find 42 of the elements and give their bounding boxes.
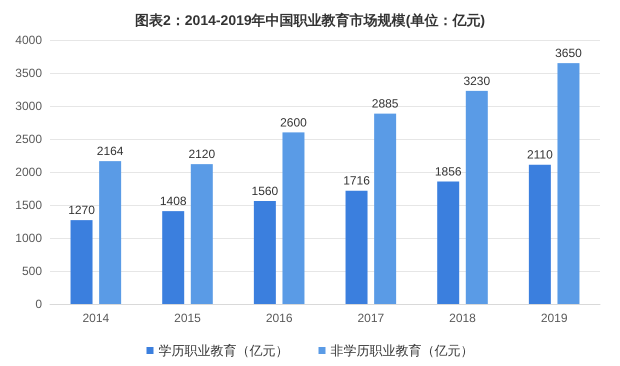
x-tick-label: 2017	[357, 311, 385, 325]
legend-label: 学历职业教育（亿元）	[158, 343, 288, 358]
bar	[346, 190, 368, 304]
bar	[190, 164, 213, 304]
chart-title: 图表2：2014-2019年中国职业教育市场规模(单位：亿元)	[134, 12, 486, 28]
data-label: 3650	[555, 46, 582, 60]
data-label: 2120	[188, 147, 216, 162]
bar	[70, 220, 93, 304]
y-tick-label: 1500	[15, 198, 42, 212]
y-tick-label: 3000	[15, 99, 42, 113]
x-tick-label: 2018	[449, 311, 476, 325]
data-label: 2110	[526, 148, 554, 162]
x-tick-label: 2019	[540, 311, 568, 325]
bar	[282, 132, 304, 304]
y-tick-label: 0	[35, 297, 42, 311]
y-tick-label: 3500	[15, 66, 42, 80]
y-tick-label: 2500	[15, 132, 42, 146]
bar	[466, 90, 488, 304]
data-label: 2600	[280, 115, 308, 130]
data-label: 2164	[96, 144, 124, 158]
bar	[557, 63, 580, 304]
bar	[254, 201, 276, 304]
y-tick-label: 2000	[15, 165, 42, 179]
x-tick-label: 2014	[82, 311, 110, 325]
y-tick-label: 500	[22, 264, 42, 278]
data-label: 3230	[463, 74, 490, 88]
x-tick-label: 2016	[266, 311, 293, 325]
bar	[99, 161, 122, 304]
data-label: 1408	[160, 194, 187, 208]
bar	[162, 211, 184, 304]
bar	[374, 114, 396, 304]
data-label: 1270	[68, 203, 96, 218]
y-tick-label: 4000	[15, 33, 42, 47]
data-label: 1856	[434, 164, 462, 179]
data-label: 2885	[372, 96, 399, 111]
data-label: 1560	[252, 184, 279, 198]
data-label: 1716	[343, 174, 370, 188]
y-tick-label: 1000	[15, 231, 42, 245]
bar	[528, 164, 551, 304]
legend-label: 非学历职业教育（亿元）	[330, 343, 474, 358]
bar	[437, 182, 460, 304]
x-tick-label: 2015	[174, 311, 202, 325]
